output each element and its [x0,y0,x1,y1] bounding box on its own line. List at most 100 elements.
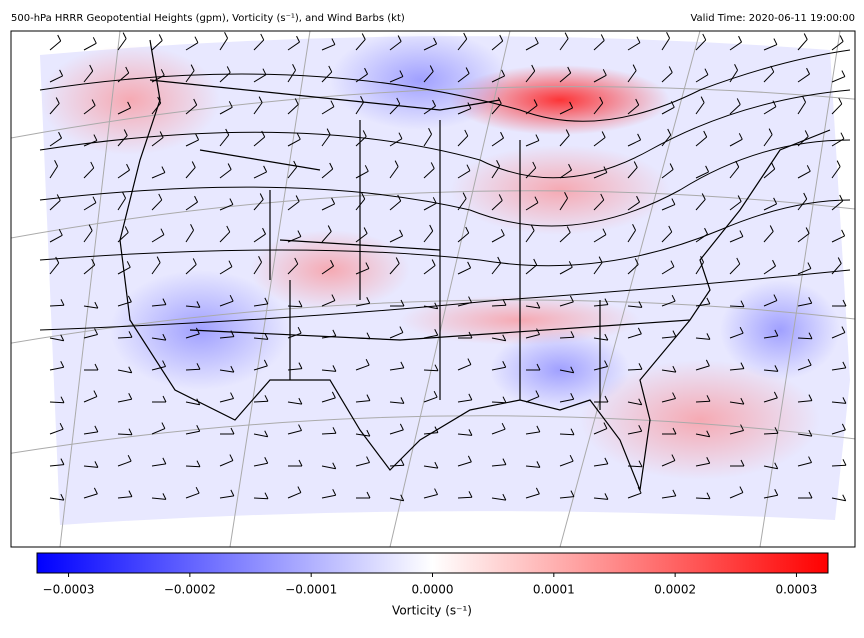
wind-barb [530,224,535,231]
wind-barb [253,365,268,371]
wind-barb [636,36,641,43]
wind-barb [627,368,643,371]
wind-barb [229,294,234,302]
wind-barb [465,226,470,234]
wind-barb [499,34,504,42]
wind-barb [332,365,337,372]
wind-barb [774,365,779,372]
wind-barb [117,38,127,51]
wind-barb [355,462,370,467]
wind-barb [230,365,235,373]
wind-barb [831,41,844,51]
wind-barb [457,73,470,83]
wind-barb [806,67,811,75]
wind-barb [423,305,438,310]
wind-barb [185,401,200,406]
wind-barb [49,304,65,307]
wind-barb [158,34,163,41]
wind-barb [389,103,401,115]
wind-barb [695,233,708,243]
wind-barb [501,422,506,430]
wind-barb [355,400,370,403]
wind-barb [661,369,676,373]
wind-barb [49,366,64,371]
wind-barb [525,230,535,243]
wind-barb [797,170,811,179]
wind-barb [253,102,263,115]
wind-barb [593,74,607,83]
wind-barb [634,258,639,265]
wind-barb [389,401,404,404]
wind-barb [331,391,336,399]
wind-barb [559,169,572,179]
wind-barb [502,458,507,465]
wind-barb [294,98,299,105]
wind-barb [797,39,808,51]
wind-barb [196,363,201,370]
wind-barb [604,298,609,305]
wind-barb [49,497,64,501]
wind-barb [287,368,302,371]
wind-barb [593,262,603,275]
wind-barb [321,265,334,275]
wind-barb [227,163,232,170]
wind-barb [321,203,335,211]
wind-barb [229,454,234,461]
wind-barb [706,297,711,305]
wind-barb [729,104,741,115]
wind-barb [627,104,640,115]
wind-barb [93,487,98,495]
wind-barb [570,428,575,435]
wind-barb [327,225,332,232]
wind-barb [695,102,705,115]
colorbar-tick-label: −0.0001 [285,583,337,597]
wind-barb [128,490,133,497]
wind-barb [525,493,540,499]
wind-barb [666,31,671,39]
graticule [11,31,855,547]
wind-barb [842,299,847,307]
wind-barb [92,37,97,44]
wind-barb [83,42,97,51]
wind-barb [60,458,65,465]
wind-barb [355,73,368,83]
wind-barb [536,461,541,468]
wind-barb [60,396,65,403]
wind-barb [219,369,234,373]
wind-barb [363,227,368,234]
wind-barb [536,328,541,335]
wind-barb [92,196,97,203]
wind-barb [705,165,710,173]
wind-barb [158,193,163,201]
wind-barb [228,260,233,267]
wind-barb [831,367,846,371]
wind-barb [49,165,58,179]
wind-barb [88,224,93,231]
wind-barb [729,41,742,51]
wind-barb [297,230,302,237]
wind-barb [559,460,574,467]
wind-barb [293,160,298,168]
wind-barb [60,334,65,342]
wind-barb [729,305,745,308]
wind-barb [219,231,231,243]
wind-barb [287,305,303,308]
wind-barb [603,422,608,429]
wind-barb [706,395,711,402]
wind-barb [192,258,197,265]
wind-barb [602,69,607,76]
wind-barb [797,233,810,243]
wind-barb [49,428,64,435]
wind-barb [632,64,637,71]
wind-barb [802,95,807,103]
wind-barb [117,369,132,374]
wind-barb [831,138,845,147]
wind-barb [161,422,166,429]
wind-barb [321,432,337,435]
wind-barb [763,203,777,211]
wind-barb [185,167,196,179]
wind-barb [219,266,233,275]
wind-barb [806,165,811,172]
wind-barb [559,398,574,403]
wind-barb [117,336,133,339]
